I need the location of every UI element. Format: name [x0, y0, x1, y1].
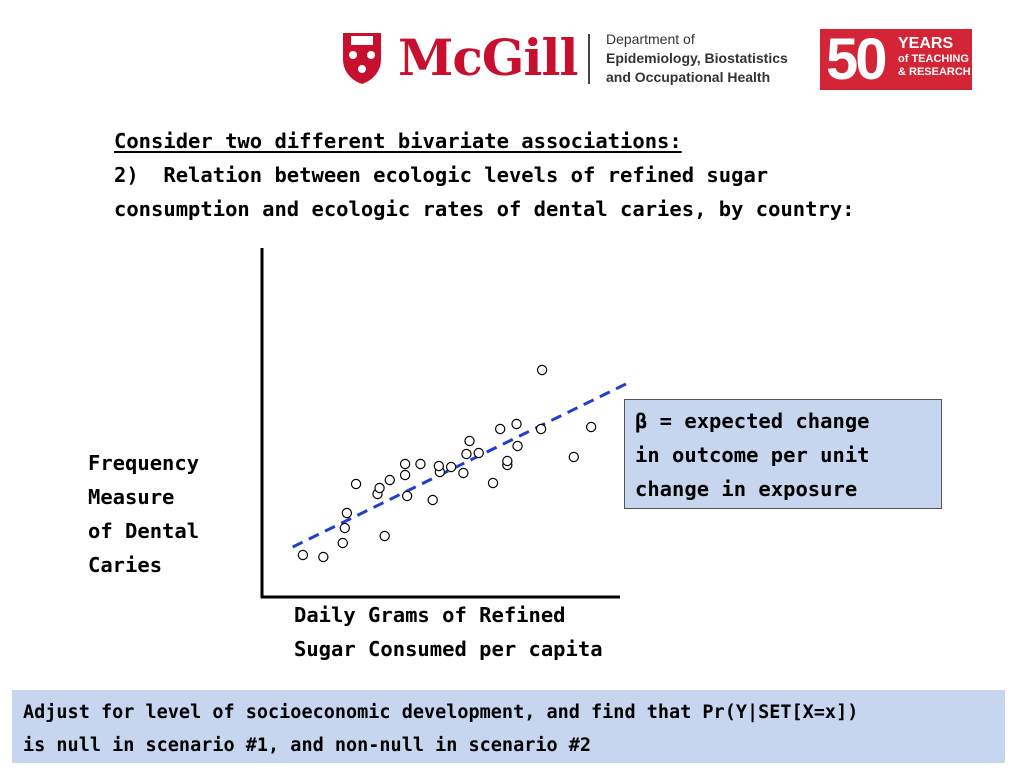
data-point — [502, 455, 513, 467]
data-point — [427, 494, 438, 506]
footer-line-1: Adjust for level of socioeconomic develo… — [23, 702, 859, 723]
data-point — [401, 490, 413, 502]
y-label-line-1: Frequency — [88, 451, 200, 475]
data-point — [511, 418, 522, 430]
beta-symbol: β — [635, 409, 648, 433]
footer-note: Adjust for level of socioeconomic develo… — [12, 690, 1005, 763]
data-point — [339, 522, 350, 534]
data-point — [350, 478, 362, 490]
department-name: Department of Epidemiology, Biostatistic… — [606, 30, 788, 87]
y-axis-label: Frequency Measure of Dental Caries — [88, 446, 199, 582]
data-point — [445, 461, 457, 473]
footer-line-2: is null in scenario #1, and non-null in … — [23, 735, 592, 756]
badge-line-3: & RESEARCH — [898, 66, 971, 78]
data-point — [399, 469, 411, 481]
beta-line-3: change in exposure — [635, 477, 858, 501]
department-line-3: and Occupational Health — [606, 69, 771, 85]
badge-text: YEARS of TEACHING & RESEARCH — [898, 35, 971, 79]
badge-line-1: YEARS — [898, 35, 954, 52]
headline-line-2: 2) Relation between ecologic levels of r… — [114, 163, 769, 187]
data-point — [494, 423, 506, 435]
data-point — [536, 364, 548, 376]
fifty-years-badge: 50 YEARS of TEACHING & RESEARCH — [820, 27, 972, 92]
mcgill-shield-logo — [341, 31, 383, 85]
data-point — [337, 537, 348, 549]
beta-line-2: in outcome per unit — [635, 443, 870, 467]
data-point — [341, 507, 353, 519]
data-point — [458, 467, 469, 479]
data-point — [535, 423, 547, 435]
mcgill-wordmark: McGill — [398, 28, 578, 87]
header-divider — [588, 34, 590, 84]
data-point — [464, 435, 475, 447]
headline-line-1: Consider two different bivariate associa… — [114, 129, 682, 153]
data-point — [568, 451, 579, 463]
headline-line-3: consumption and ecologic rates of dental… — [114, 197, 855, 221]
data-points — [292, 364, 631, 563]
department-line-2: Epidemiology, Biostatistics — [606, 50, 788, 66]
badge-number: 50 — [826, 27, 887, 92]
data-point — [487, 477, 499, 489]
beta-line-1: β = expected change — [635, 404, 941, 438]
x-axis-label: Daily Grams of Refined Sugar Consumed pe… — [294, 598, 603, 666]
beta-definition-box: β = expected change in outcome per unit … — [624, 399, 942, 509]
data-point — [297, 549, 309, 561]
headline: Consider two different bivariate associa… — [114, 124, 855, 226]
data-point — [379, 530, 390, 542]
data-point — [433, 460, 445, 472]
data-point — [374, 482, 385, 494]
data-point — [318, 551, 329, 563]
y-label-line-4: Caries — [88, 553, 163, 577]
data-point — [415, 458, 426, 470]
y-label-line-2: Measure — [88, 485, 175, 509]
x-label-line-2: Sugar Consumed per capita — [294, 637, 603, 661]
data-point — [399, 458, 411, 470]
trend-line — [292, 380, 631, 549]
y-label-line-3: of Dental — [88, 519, 200, 543]
x-label-line-1: Daily Grams of Refined — [294, 603, 566, 627]
department-line-1: Department of — [606, 31, 695, 47]
beta-line-1-text: = expected change — [647, 409, 870, 433]
data-point — [461, 448, 472, 460]
badge-line-2: of TEACHING — [898, 53, 969, 65]
data-point — [384, 474, 395, 486]
data-point — [585, 421, 597, 433]
data-point — [473, 447, 484, 459]
data-point — [512, 440, 523, 452]
